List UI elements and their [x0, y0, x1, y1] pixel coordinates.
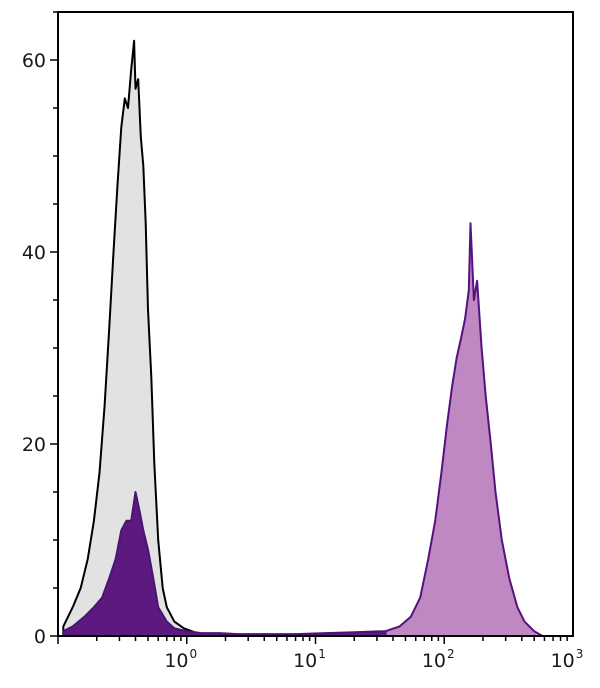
y-tick-label: 0 [34, 626, 46, 648]
histogram-series-3 [384, 222, 544, 637]
histogram-series-1 [62, 39, 214, 637]
x-tick-label: 101 [293, 647, 326, 672]
y-tick-label: 40 [22, 242, 46, 264]
x-tick-label: 102 [422, 647, 455, 672]
x-tick-label: 103 [551, 647, 584, 672]
y-tick-label: 60 [22, 50, 46, 72]
histogram-series-2 [62, 491, 387, 637]
x-tick-label: 100 [164, 647, 197, 672]
y-tick-label: 20 [22, 434, 46, 456]
